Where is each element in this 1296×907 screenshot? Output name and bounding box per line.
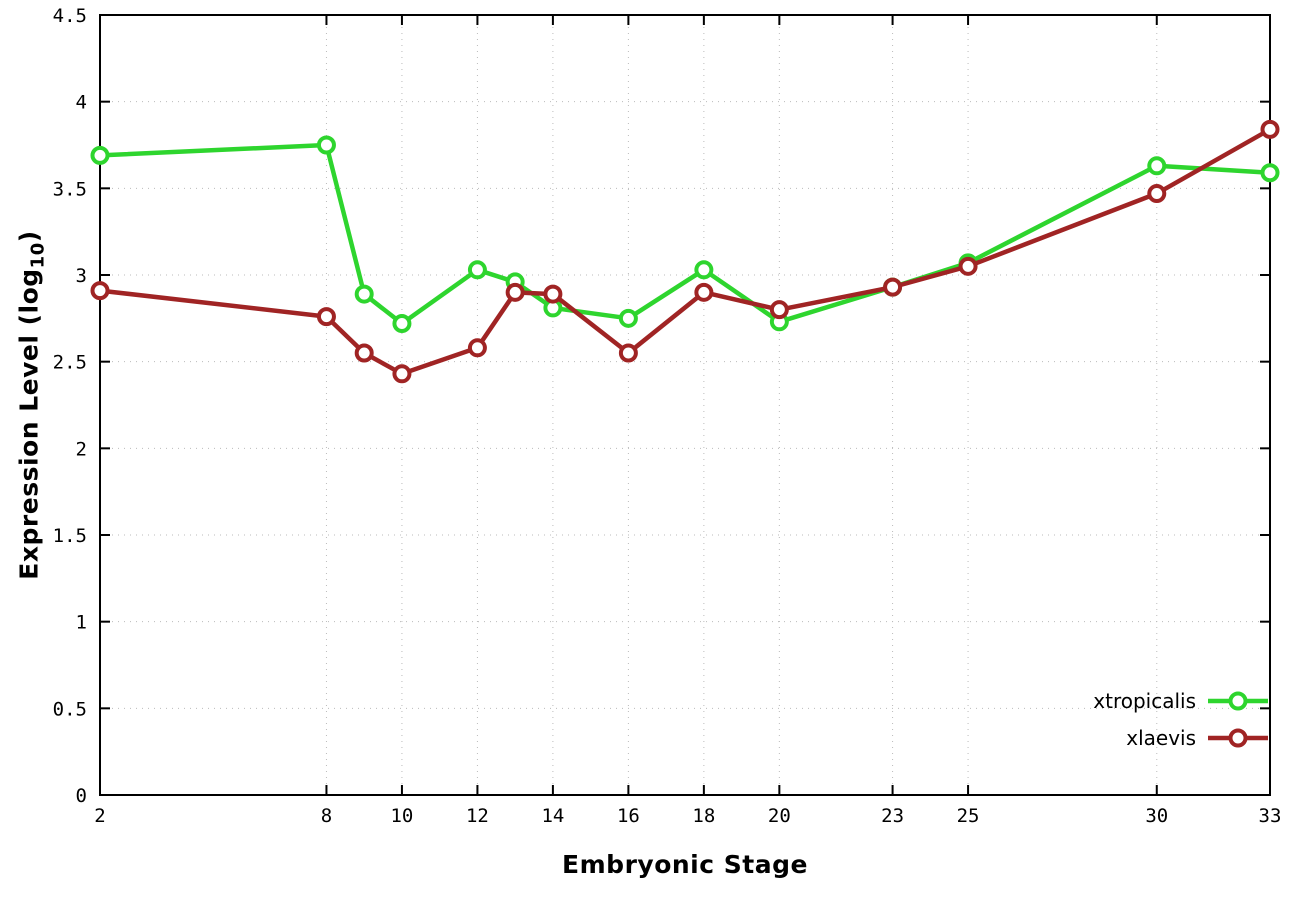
data-point-xlaevis-2	[90, 281, 110, 301]
y-tick-labels: 0 0.5 1 1.5 2 2.5 3 3.5 4 4.5	[53, 5, 87, 807]
data-point-xlaevis-18	[694, 282, 714, 302]
svg-text:18: 18	[692, 805, 715, 827]
svg-text:3: 3	[76, 265, 87, 287]
data-point-xlaevis-14	[543, 284, 563, 304]
data-point-xlaevis-23	[883, 277, 903, 297]
svg-text:16: 16	[617, 805, 640, 827]
svg-text:20: 20	[768, 805, 791, 827]
data-point-xtropicalis-2	[90, 145, 110, 165]
legend-marker-xlaevis	[1228, 728, 1248, 748]
svg-text:10: 10	[390, 805, 413, 827]
legend: xtropicalis xlaevis	[1093, 689, 1268, 750]
plot-border	[99, 14, 1271, 796]
series-line-xtropicalis	[97, 142, 1273, 326]
data-point-xlaevis-33	[1260, 119, 1280, 139]
x-axis-title: Embryonic Stage	[562, 850, 808, 879]
data-point-xlaevis-8	[316, 307, 336, 327]
gridlines	[99, 14, 1271, 796]
data-point-xtropicalis-18	[694, 260, 714, 280]
svg-text:12: 12	[466, 805, 489, 827]
series-xtropicalis	[90, 135, 1280, 334]
data-point-xtropicalis-9	[354, 284, 374, 304]
data-point-xlaevis-12	[467, 338, 487, 358]
legend-label-xlaevis: xlaevis	[1126, 726, 1196, 750]
axis-tick-marks	[99, 14, 1271, 796]
svg-text:1: 1	[76, 612, 87, 634]
data-point-xlaevis-25	[958, 256, 978, 276]
svg-text:23: 23	[881, 805, 904, 827]
svg-text:3.5: 3.5	[53, 178, 87, 200]
svg-text:1.5: 1.5	[53, 525, 87, 547]
svg-text:8: 8	[321, 805, 332, 827]
x-tick-labels: 2 8 10 12 14 16 18 20 23 25 30 33	[94, 805, 1281, 827]
series-line-xlaevis	[97, 127, 1273, 377]
svg-text:4: 4	[76, 92, 87, 114]
svg-text:14: 14	[541, 805, 564, 827]
svg-text:30: 30	[1145, 805, 1168, 827]
legend-marker-xtropicalis	[1228, 691, 1248, 711]
data-point-xtropicalis-12	[467, 260, 487, 280]
data-point-xlaevis-13	[505, 282, 525, 302]
svg-text:2: 2	[94, 805, 105, 827]
data-point-xtropicalis-30	[1147, 156, 1167, 176]
data-point-xlaevis-20	[769, 300, 789, 320]
svg-text:2.5: 2.5	[53, 352, 87, 374]
data-point-xlaevis-16	[618, 343, 638, 363]
legend-label-xtropicalis: xtropicalis	[1093, 689, 1196, 713]
svg-text:25: 25	[957, 805, 980, 827]
svg-text:0.5: 0.5	[53, 698, 87, 720]
data-point-xlaevis-9	[354, 343, 374, 363]
data-point-xlaevis-30	[1147, 184, 1167, 204]
data-point-xtropicalis-16	[618, 308, 638, 328]
data-point-xtropicalis-10	[392, 314, 412, 334]
svg-text:0: 0	[76, 785, 87, 807]
svg-text:33: 33	[1259, 805, 1282, 827]
svg-text:4.5: 4.5	[53, 5, 87, 27]
data-point-xtropicalis-33	[1260, 163, 1280, 183]
data-point-xlaevis-10	[392, 364, 412, 384]
data-point-xtropicalis-8	[316, 135, 336, 155]
svg-text:2: 2	[76, 438, 87, 460]
series-xlaevis	[90, 119, 1280, 384]
